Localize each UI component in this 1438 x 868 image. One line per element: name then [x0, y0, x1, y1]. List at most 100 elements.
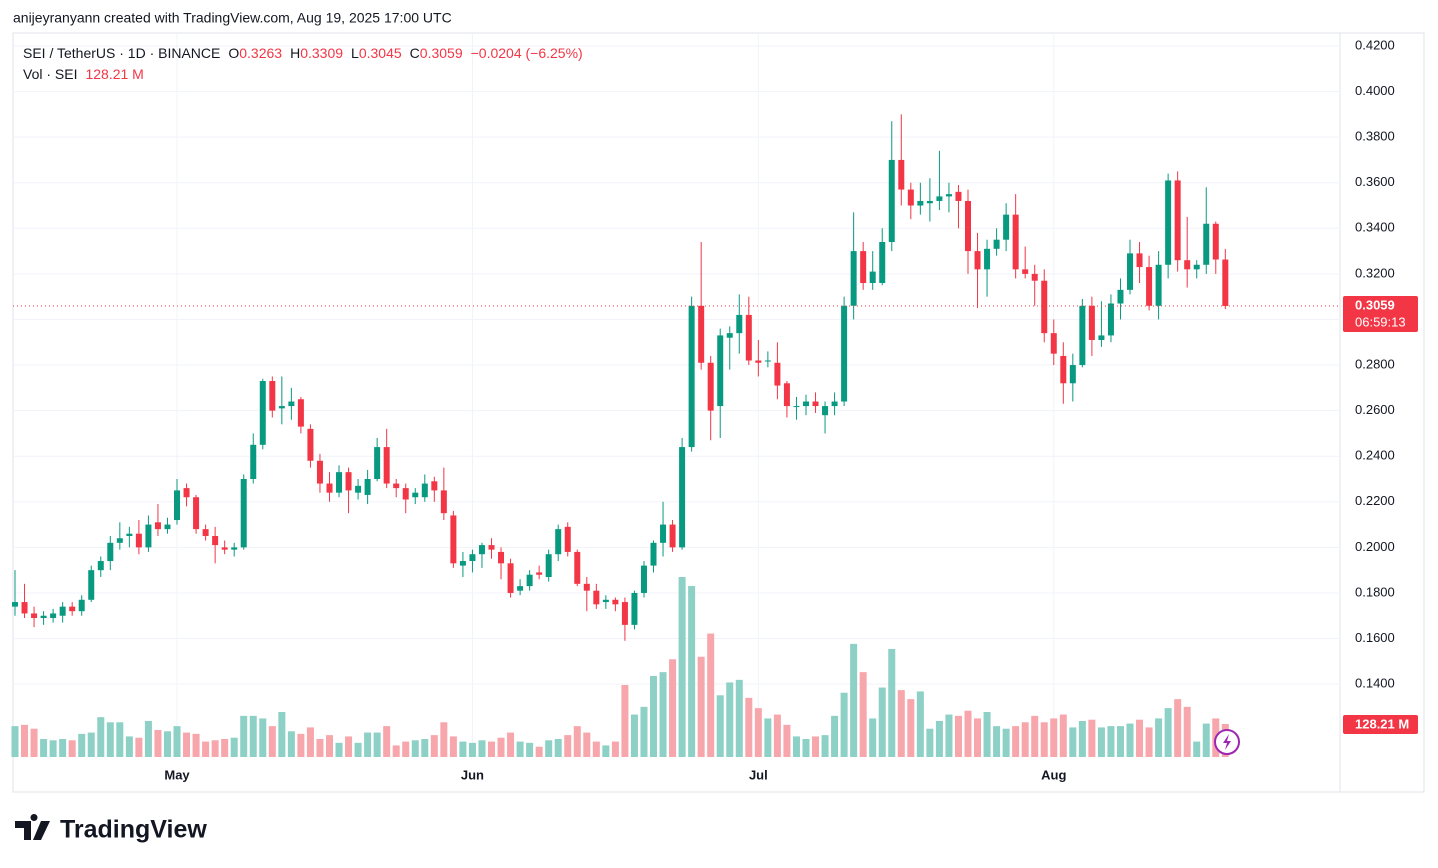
candle-body: [374, 447, 381, 479]
grid: [13, 33, 1340, 757]
y-tick-label: 0.2400: [1355, 448, 1395, 463]
volume-bar: [831, 715, 839, 757]
volume-bar: [773, 714, 781, 757]
candle-body: [984, 248, 991, 270]
candle-body: [593, 590, 600, 605]
candle-body: [1107, 303, 1114, 336]
candle-body: [974, 251, 981, 270]
volume-bar: [297, 733, 305, 757]
candle-body: [297, 399, 304, 427]
candle-body: [250, 444, 257, 479]
volume-bar: [440, 722, 448, 757]
candle-body: [278, 406, 285, 409]
volume-bar: [230, 737, 238, 757]
volume-bar: [449, 736, 457, 757]
candle-body: [498, 551, 505, 564]
candle-body: [355, 485, 362, 493]
candle-body: [621, 602, 628, 625]
candle-body: [336, 472, 343, 493]
volume-bar: [526, 742, 534, 757]
candle-body: [231, 547, 238, 550]
candle-body: [1136, 253, 1143, 268]
candle-body: [1003, 214, 1010, 240]
candle-body: [717, 335, 724, 407]
overlay-layer: 0.1400 0.1600 0.1800 0.2000 0.2200 0.2400 0.26…: [13, 37, 1418, 782]
volume-bar: [640, 706, 648, 757]
candle-body: [507, 563, 514, 593]
candle-body: [812, 401, 819, 407]
candle-body: [450, 515, 457, 564]
volume-bar: [1059, 714, 1067, 757]
volume-bar: [792, 736, 800, 757]
volume-bar: [1183, 706, 1191, 757]
volume-bar: [1069, 727, 1077, 757]
volume-bar: [1145, 727, 1153, 757]
volume-bar: [268, 726, 276, 757]
candle-body: [288, 401, 295, 407]
volume-bar: [325, 735, 333, 757]
candle-body: [669, 524, 676, 548]
candle-body: [1117, 289, 1124, 304]
candle-body: [1184, 260, 1191, 270]
candle-body: [421, 483, 428, 498]
volume-bar: [106, 722, 114, 757]
candle-body: [879, 241, 886, 284]
candle-body: [783, 383, 790, 407]
h-letter: H: [290, 45, 300, 61]
candle-body: [1079, 305, 1086, 366]
l-value: 0.3045: [359, 45, 402, 61]
candle-body: [965, 200, 971, 252]
volume-bar: [335, 742, 343, 757]
candle-body: [1127, 253, 1134, 290]
volume-bar: [354, 742, 362, 757]
volume-bar: [1164, 708, 1172, 757]
volume-bar: [87, 732, 95, 757]
volume-bar: [650, 676, 658, 757]
y-tick-label: 0.2600: [1355, 402, 1395, 417]
volume-bar: [183, 732, 191, 757]
candle-body: [583, 583, 590, 591]
volume-bar: [802, 739, 810, 757]
volume-bar: [935, 721, 943, 757]
candle-body: [650, 542, 657, 566]
volume-bar: [764, 718, 772, 757]
y-tick-label: 0.3400: [1355, 220, 1395, 235]
volume-bar: [554, 739, 562, 757]
volume-bar: [278, 712, 286, 757]
volume-bar: [1002, 728, 1010, 757]
candle-body: [755, 360, 762, 363]
volume-bar: [144, 721, 152, 757]
volume-bar: [1040, 722, 1048, 757]
change: −0.0204 (−6.25%): [471, 45, 583, 61]
volume-bar: [850, 643, 858, 757]
y-tick-label: 0.2800: [1355, 356, 1395, 371]
volume-bar: [907, 699, 915, 757]
volume-bar: [1202, 723, 1210, 757]
volume-bar: [1021, 722, 1029, 757]
volume-bar: [402, 741, 410, 757]
volume-bar: [1012, 726, 1020, 757]
volume-bar: [888, 649, 896, 757]
volume-bar: [68, 740, 76, 757]
volume-bar: [688, 586, 696, 757]
volume-bar: [878, 687, 886, 757]
volume-bar: [954, 715, 962, 757]
candle-body: [116, 538, 123, 543]
candle-body: [240, 478, 247, 548]
candle-body: [860, 251, 867, 284]
candle-body: [698, 305, 705, 363]
volume-bar: [812, 736, 820, 757]
candle-body: [107, 542, 114, 562]
y-tick-label: 0.3600: [1355, 174, 1395, 189]
candle-body: [1060, 355, 1067, 384]
candle-body: [1193, 264, 1200, 270]
candle-body: [31, 613, 38, 619]
candle-body: [1069, 365, 1076, 384]
candle-body: [517, 586, 524, 591]
y-tick-label: 0.1400: [1355, 676, 1395, 691]
volume-bar: [202, 741, 210, 757]
x-tick-label: Aug: [1041, 767, 1066, 782]
volume-bar: [926, 728, 934, 757]
candle-body: [1203, 223, 1210, 265]
